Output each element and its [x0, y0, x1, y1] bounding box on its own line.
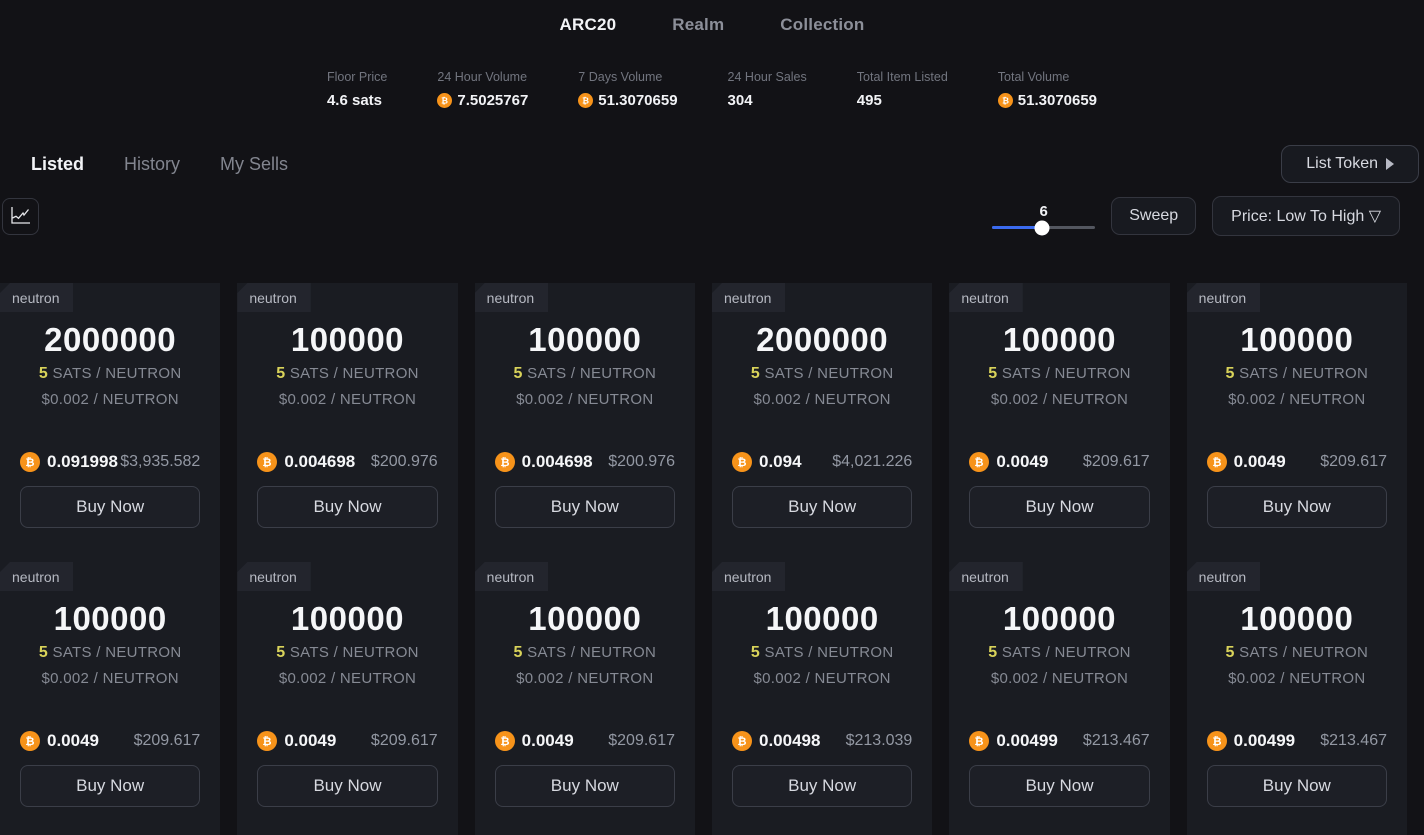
svg-text:₿: ₿ — [975, 736, 984, 748]
svg-text:₿: ₿ — [1212, 457, 1221, 469]
svg-text:₿: ₿ — [975, 457, 984, 469]
svg-text:₿: ₿ — [1002, 95, 1009, 105]
svg-text:₿: ₿ — [441, 95, 448, 105]
svg-text:₿: ₿ — [737, 457, 746, 469]
svg-text:₿: ₿ — [500, 457, 509, 469]
svg-text:₿: ₿ — [263, 736, 272, 748]
svg-text:₿: ₿ — [500, 736, 509, 748]
svg-text:₿: ₿ — [582, 95, 589, 105]
svg-text:₿: ₿ — [25, 736, 34, 748]
svg-text:₿: ₿ — [737, 736, 746, 748]
svg-text:₿: ₿ — [25, 457, 34, 469]
svg-text:₿: ₿ — [263, 457, 272, 469]
svg-text:₿: ₿ — [1212, 736, 1221, 748]
